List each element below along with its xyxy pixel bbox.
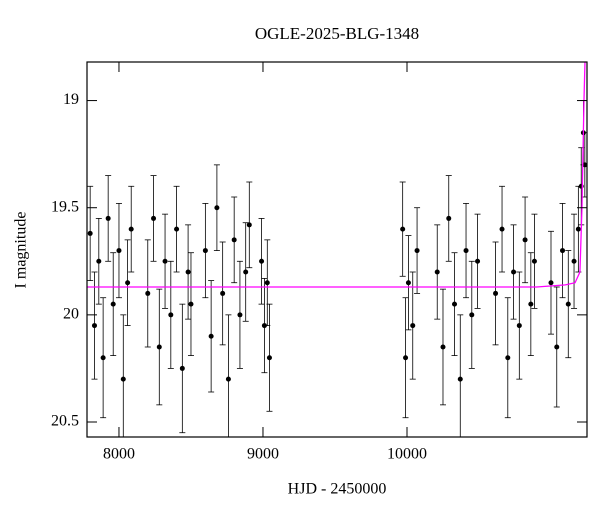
data-point — [531, 258, 537, 264]
data-point — [434, 269, 440, 275]
plot-area — [87, 62, 587, 437]
data-point — [516, 323, 522, 329]
data-point — [231, 237, 237, 243]
data-point — [185, 269, 191, 275]
y-tick-label: 20.5 — [51, 413, 79, 430]
data-point — [128, 226, 134, 232]
data-point — [237, 312, 243, 318]
data-point — [246, 222, 252, 228]
data-point — [174, 226, 180, 232]
x-axis-label: HJD - 2450000 — [288, 481, 387, 498]
data-point — [202, 248, 208, 254]
data-point — [208, 333, 214, 339]
data-point — [151, 215, 157, 221]
data-point — [493, 290, 499, 296]
data-point — [264, 280, 270, 286]
x-tick-label: 8000 — [103, 446, 135, 463]
data-point — [452, 301, 458, 307]
data-point — [400, 226, 406, 232]
data-point — [575, 226, 581, 232]
data-point — [405, 280, 411, 286]
data-point — [168, 312, 174, 318]
y-tick-label: 19 — [63, 91, 79, 108]
y-tick-label: 19.5 — [51, 198, 79, 215]
data-point — [560, 248, 566, 254]
data-point — [156, 344, 162, 350]
data-point — [446, 215, 452, 221]
data-point — [179, 365, 185, 371]
data-point — [469, 312, 475, 318]
data-point — [528, 301, 534, 307]
data-point — [116, 248, 122, 254]
x-tick-label: 10000 — [387, 446, 427, 463]
x-tick-label: 9000 — [247, 446, 279, 463]
data-point — [266, 355, 272, 361]
data-point — [403, 355, 409, 361]
data-point — [145, 290, 151, 296]
data-point — [110, 301, 116, 307]
data-point — [522, 237, 528, 243]
data-point — [220, 290, 226, 296]
data-point — [96, 258, 102, 264]
data-point — [214, 205, 220, 211]
data-point — [440, 344, 446, 350]
data-point — [225, 376, 231, 382]
data-point — [582, 162, 587, 168]
data-point — [87, 230, 93, 236]
data-point — [259, 258, 265, 264]
data-point — [505, 355, 511, 361]
data-point — [162, 258, 168, 264]
data-point — [105, 215, 111, 221]
data-point — [410, 323, 416, 329]
data-point — [565, 301, 571, 307]
data-point — [511, 269, 517, 275]
data-point — [414, 248, 420, 254]
data-point — [243, 269, 249, 275]
plot-frame — [86, 61, 588, 438]
y-tick-label: 20 — [63, 306, 79, 323]
data-point — [475, 258, 481, 264]
data-point — [463, 248, 469, 254]
y-axis-label: I magnitude — [13, 212, 30, 289]
data-point — [188, 301, 194, 307]
data-point — [100, 355, 106, 361]
data-point — [457, 376, 463, 382]
data-point — [571, 258, 577, 264]
data-point — [120, 376, 126, 382]
model-curve — [87, 62, 586, 288]
data-point — [554, 344, 560, 350]
data-point — [125, 280, 131, 286]
data-point — [91, 323, 97, 329]
data-point — [499, 226, 505, 232]
chart-title: OGLE-2025-BLG-1348 — [255, 24, 419, 43]
data-point — [548, 280, 554, 286]
